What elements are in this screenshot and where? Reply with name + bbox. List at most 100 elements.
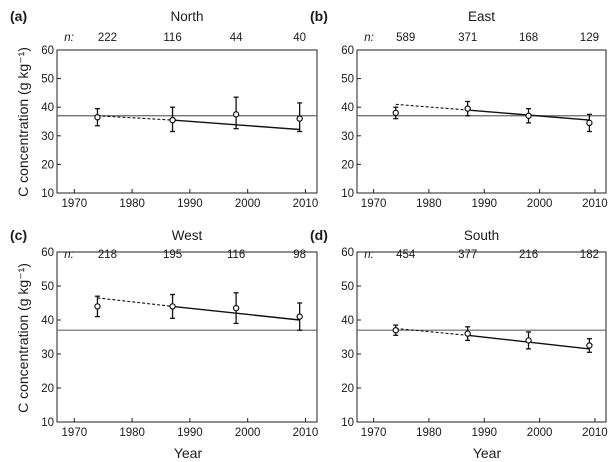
y-axis-label-top: C concentration (g kg⁻¹)	[15, 47, 31, 197]
panels: (a) North n: 222 116 44 40 10 20 30 40 50 60 1970 1980…	[10, 8, 608, 439]
y-tick-label: 20	[341, 159, 354, 171]
n-count-label: 222	[98, 32, 117, 44]
y-tick-label: 60	[341, 45, 354, 57]
n-count-label: 218	[98, 249, 117, 261]
data-point	[464, 330, 471, 337]
y-tick-label: 50	[341, 74, 354, 86]
data-point	[296, 115, 303, 122]
data-point	[94, 303, 101, 310]
n-count-label: 371	[458, 32, 477, 44]
x-tick-label: 1980	[119, 427, 145, 439]
x-tick-label: 1980	[416, 198, 442, 210]
x-tick-label: 2010	[582, 427, 608, 439]
n-prefix-label: n:	[64, 249, 74, 261]
data-point	[296, 313, 303, 320]
y-tick-label: 10	[41, 417, 54, 429]
y-tick-label: 10	[341, 188, 354, 200]
trend-line-dashed	[395, 327, 468, 336]
data-point	[169, 303, 176, 310]
trend-line-dashed	[395, 103, 468, 111]
panel-a: (a) North n: 222 116 44 40 10 20 30 40 50 60 1970 1980…	[10, 8, 318, 210]
data-point	[392, 109, 399, 117]
n-count-label: 168	[519, 32, 538, 44]
y-tick-label: 50	[41, 281, 54, 293]
y-tick-label: 10	[41, 188, 54, 200]
x-tick-label: 1970	[361, 198, 387, 210]
y-tick-label: 40	[341, 315, 354, 327]
y-tick-label: 30	[41, 131, 54, 143]
x-tick-label: 1990	[177, 198, 203, 210]
y-tick-label: 60	[341, 247, 354, 259]
panel-d: (d) South n: 454 377 216 182 10 20 30 40 50 60 1970 19…	[310, 227, 608, 439]
y-tick-label: 10	[341, 417, 354, 429]
n-prefix-label: n:	[364, 249, 374, 261]
y-tick-label: 20	[341, 383, 354, 395]
n-count-label: 129	[580, 32, 599, 44]
y-tick-label: 40	[41, 102, 54, 114]
trend-line-dashed	[97, 115, 173, 121]
data-point	[169, 116, 176, 124]
y-tick-label: 30	[41, 349, 54, 361]
n-count-label: 454	[396, 249, 416, 261]
x-tick-label: 1970	[62, 427, 88, 439]
x-tick-label: 1980	[119, 198, 145, 210]
data-point	[464, 105, 471, 112]
panel-title: West	[172, 228, 203, 243]
data-point	[586, 342, 593, 349]
panel-title: East	[468, 9, 495, 24]
n-count-label: 116	[163, 32, 181, 44]
y-tick-label: 50	[341, 281, 354, 293]
panel-letter: (a)	[10, 8, 27, 24]
x-axis-label-left: Year	[174, 445, 203, 461]
data-point	[586, 119, 593, 127]
x-tick-label: 1980	[416, 427, 442, 439]
panel-title: North	[170, 9, 203, 24]
n-count-label: 195	[163, 249, 182, 261]
y-tick-label: 60	[41, 247, 54, 259]
x-tick-label: 2010	[582, 198, 608, 210]
n-prefix-label: n:	[364, 32, 374, 44]
y-tick-label: 20	[41, 159, 54, 171]
y-tick-label: 50	[41, 74, 54, 86]
n-count-label: 116	[227, 249, 245, 261]
n-count-label: 182	[580, 249, 599, 261]
y-tick-label: 60	[41, 45, 54, 57]
x-tick-label: 2000	[527, 198, 553, 210]
trend-line-dashed	[97, 297, 173, 307]
x-tick-label: 1990	[177, 427, 203, 439]
plot-frame	[56, 49, 318, 194]
panel-b: (b) East n: 589 371 168 129 10 20 30 40 50 60 1970 198…	[310, 8, 608, 210]
x-tick-label: 2010	[293, 427, 319, 439]
panel-letter: (b)	[310, 8, 328, 24]
x-axis-label-right: Year	[473, 445, 502, 461]
data-point	[525, 112, 532, 119]
n-count-label: 377	[458, 249, 477, 261]
y-axis-label-bottom: C concentration (g kg⁻¹)	[15, 263, 31, 413]
plot-frame	[356, 49, 607, 194]
n-count-label: 40	[293, 32, 306, 44]
n-count-label: 98	[293, 249, 306, 261]
data-point	[232, 304, 240, 312]
plot-frame	[56, 251, 318, 423]
x-tick-label: 1970	[62, 198, 88, 210]
data-point	[392, 327, 399, 334]
x-tick-label: 2010	[293, 198, 319, 210]
y-tick-label: 30	[341, 349, 354, 361]
data-point	[525, 337, 532, 344]
n-count-label: 589	[396, 32, 415, 44]
x-tick-label: 1990	[471, 198, 497, 210]
x-tick-label: 2000	[527, 427, 553, 439]
x-tick-label: 2000	[235, 427, 261, 439]
panel-letter: (c)	[10, 227, 27, 243]
y-tick-label: 20	[41, 383, 54, 395]
data-point	[232, 111, 240, 118]
data-point	[94, 114, 101, 121]
x-tick-label: 2000	[235, 198, 261, 210]
y-tick-label: 40	[41, 315, 54, 327]
panel-title: South	[464, 228, 499, 243]
n-prefix-label: n:	[64, 32, 74, 44]
plot-frame	[356, 251, 607, 423]
panel-letter: (d)	[310, 227, 328, 243]
y-tick-label: 30	[341, 131, 354, 143]
